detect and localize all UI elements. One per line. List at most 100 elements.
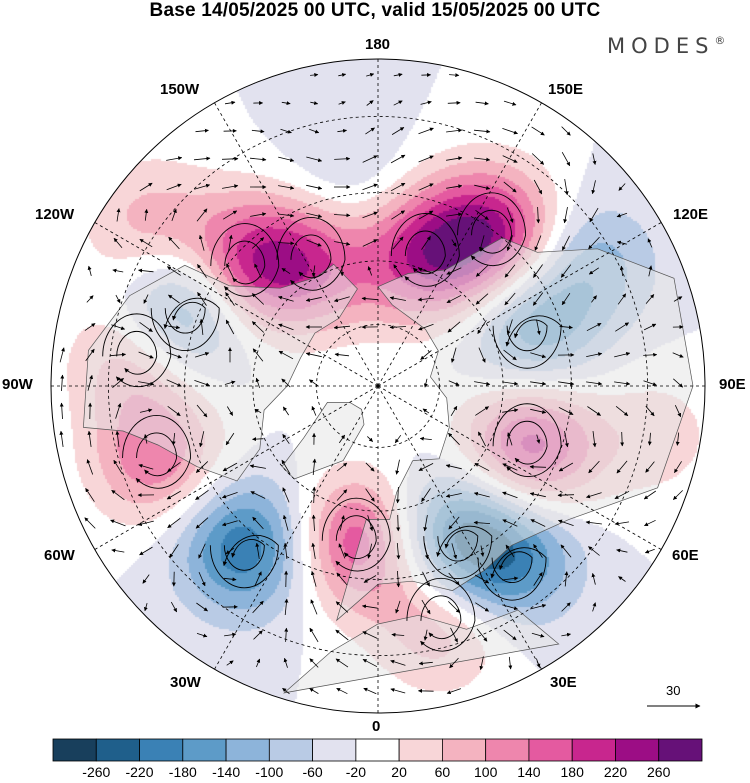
wind-vector	[449, 657, 459, 669]
wind-vector	[168, 325, 181, 330]
wind-vector	[166, 379, 182, 387]
wind-vector	[450, 627, 458, 643]
streamline	[223, 539, 265, 571]
wind-vector	[564, 179, 569, 196]
graticule	[51, 59, 705, 713]
colorbar-tick-label: -180	[168, 764, 197, 780]
wind-vector	[647, 432, 652, 446]
wind-vector	[196, 208, 208, 222]
wind-vector	[474, 157, 491, 162]
wind-vector	[367, 436, 373, 442]
wind-vector	[647, 238, 653, 248]
wind-vector	[111, 548, 125, 553]
wind-vector	[588, 236, 600, 250]
colorbar-tick-label: -220	[125, 764, 154, 780]
wind-vector	[365, 462, 375, 472]
wind-vector	[166, 183, 182, 191]
wind-vector	[281, 101, 291, 106]
wind-vector	[137, 520, 154, 526]
wind-vector	[417, 297, 434, 302]
wind-vector	[167, 405, 181, 417]
wind-vector	[506, 235, 513, 251]
wind-vector	[310, 101, 319, 105]
lon-label-90e: 90E	[719, 376, 746, 393]
wind-vector	[648, 265, 653, 277]
wind-vector	[478, 347, 486, 363]
wind-vector	[614, 521, 630, 526]
wind-vector	[557, 493, 575, 498]
wind-vector	[195, 489, 209, 501]
wind-vector	[644, 519, 656, 527]
wind-vector	[139, 546, 153, 556]
wind-vector	[168, 294, 180, 304]
wind-vector	[362, 211, 378, 219]
wind-vector	[139, 321, 153, 333]
wind-vector	[447, 321, 461, 333]
wind-vector	[335, 601, 349, 613]
wind-vector	[446, 267, 462, 275]
lon-label-150w: 150W	[160, 81, 200, 98]
wind-vector	[170, 601, 178, 613]
wind-vector	[505, 544, 515, 558]
wind-vector	[618, 183, 626, 191]
colorbar-tick-label: 260	[647, 764, 671, 780]
streamline	[321, 497, 391, 572]
wind-vector	[195, 128, 209, 133]
brand-name: MODES	[607, 34, 715, 58]
wind-vector	[249, 157, 267, 162]
wind-vector	[450, 405, 458, 417]
modes-logo: MODES®	[607, 34, 725, 58]
wind-vector	[338, 73, 347, 77]
wind-vector	[278, 350, 294, 360]
wind-vector	[508, 656, 513, 670]
wind-vector	[283, 657, 288, 668]
lon-label-180: 180	[365, 36, 391, 53]
wind-vector	[423, 515, 428, 532]
wind-vector	[533, 179, 543, 195]
wind-vector	[281, 378, 291, 388]
wind-vector	[309, 627, 319, 643]
wind-vector	[396, 570, 401, 588]
wind-vector	[250, 491, 266, 499]
meridian-line	[377, 385, 662, 550]
wind-vector	[282, 514, 289, 531]
wind-vector	[418, 323, 434, 331]
wind-vector	[338, 101, 346, 105]
wind-vector	[588, 460, 600, 474]
wind-vector	[308, 379, 319, 387]
wind-vector	[475, 293, 489, 305]
wind-vector	[166, 156, 183, 161]
colorbar-tick-label: 140	[517, 764, 541, 780]
wind-vector	[389, 296, 406, 301]
wind-vector	[254, 263, 262, 279]
wind-vector	[167, 517, 181, 529]
wind-vector	[475, 406, 490, 416]
wind-vector	[477, 320, 487, 335]
wind-vector	[620, 431, 625, 447]
wind-vector	[367, 266, 373, 276]
wind-vector	[674, 405, 682, 418]
wind-vector	[224, 632, 237, 637]
colorbar-tick-label: 100	[474, 764, 498, 780]
wind-vector	[362, 631, 378, 639]
wind-vector	[252, 437, 264, 442]
streamline	[150, 297, 220, 351]
wind-vector	[561, 632, 571, 637]
wind-vector	[367, 515, 374, 532]
wind-vector	[365, 127, 375, 135]
wind-vector	[143, 434, 148, 444]
wind-vector	[591, 295, 597, 303]
streamline	[390, 213, 460, 287]
wind-vector	[393, 100, 403, 106]
wind-vector	[144, 208, 149, 221]
wind-vector	[503, 100, 517, 106]
wind-vector	[86, 459, 94, 475]
wind-vector	[339, 515, 345, 531]
wind-vector	[143, 294, 149, 304]
wind-vector	[305, 352, 322, 358]
wind-vector	[589, 207, 599, 223]
wind-vector	[256, 658, 261, 668]
wind-vector	[281, 267, 291, 275]
wind-vector	[225, 292, 235, 306]
wind-vector	[139, 238, 153, 248]
